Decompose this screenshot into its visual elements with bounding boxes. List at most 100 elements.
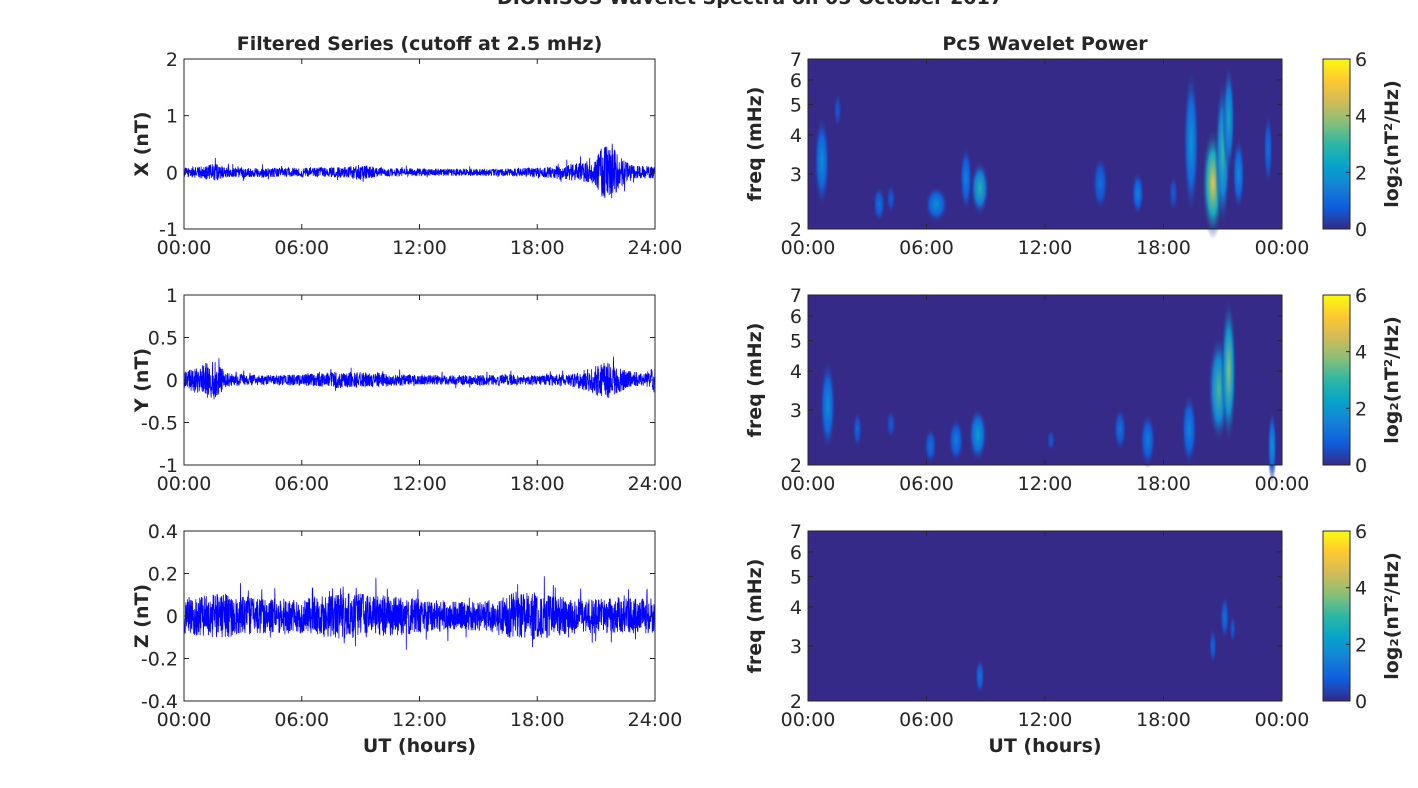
series-y-xtick-label: 06:00: [274, 473, 329, 495]
power-z-power-blob: [975, 657, 985, 695]
series-y-ylabel: Y (nT): [131, 348, 153, 413]
power-y-ytick-label: 4: [790, 361, 802, 383]
power-x-ytick-label: 5: [790, 95, 802, 117]
power-x-xtick-label: 06:00: [899, 237, 954, 259]
series-x-ytick-label: 1: [166, 106, 178, 128]
series-y-ytick-label: -0.5: [141, 413, 178, 435]
power-z-ytick-label: 7: [790, 521, 802, 543]
power-x-power-blob: [1263, 111, 1273, 187]
power-x-power-blob: [1131, 170, 1145, 216]
power-y-power-blob: [1046, 429, 1055, 452]
power-z-ytick-label: 2: [790, 691, 802, 713]
power-y-power-blob: [1139, 412, 1156, 469]
power-z-colorbar-tick-label: 2: [1355, 634, 1367, 656]
power-x-power-blob: [924, 185, 949, 223]
series-z-ylabel: Z (nT): [131, 584, 153, 648]
power-x-power-blob: [1183, 67, 1200, 217]
power-y-colorbar: [1322, 294, 1351, 466]
power-x-power-blob: [1232, 136, 1245, 212]
power-x-colorbar-tick-label: 0: [1355, 219, 1367, 241]
power-z-power-blob: [1219, 595, 1230, 640]
series-z-xtick-label: 00:00: [157, 709, 212, 731]
series-x-xtick-label: 18:00: [510, 237, 565, 259]
power-z-colorbar: [1322, 530, 1351, 702]
power-y-xtick-label: 18:00: [1136, 473, 1191, 495]
power-z-xlabel: UT (hours): [988, 735, 1101, 757]
power-y-power-blob: [924, 427, 937, 465]
series-y-xtick-label: 12:00: [392, 473, 447, 495]
power-y-power-blob: [819, 358, 836, 453]
power-x-xtick-label: 18:00: [1136, 237, 1191, 259]
series-z-ytick-label: 0: [166, 606, 178, 628]
power-z-xtick-label: 18:00: [1136, 709, 1191, 731]
power-y-ytick-label: 3: [790, 400, 802, 422]
power-x-colorbar-tick-label: 4: [1355, 106, 1367, 128]
power-x-power-blob: [813, 114, 830, 208]
series-z-xtick-label: 18:00: [510, 709, 565, 731]
series-z-xtick-label: 06:00: [274, 709, 329, 731]
power-z-xtick-label: 00:00: [781, 709, 836, 731]
power-y-ytick-label: 2: [790, 455, 802, 477]
power-y-colorbar-tick-label: 0: [1355, 455, 1367, 477]
power-y-power-blob: [1220, 296, 1237, 446]
series-x-ylabel: X (nT): [131, 111, 153, 176]
series-y-ytick-label: 0: [166, 370, 178, 392]
power-z-xtick-label: 06:00: [899, 709, 954, 731]
series-y-ytick-label: 0.5: [148, 328, 178, 350]
series-x-xtick-label: 06:00: [274, 237, 329, 259]
power-y-ytick-label: 7: [790, 285, 802, 307]
power-x-power-blob: [970, 160, 990, 217]
power-x-colorbar-label: log₂(nT²/Hz): [1381, 80, 1403, 208]
power-x-title: Pc5 Wavelet Power: [942, 33, 1148, 55]
series-x-xtick-label: 12:00: [392, 237, 447, 259]
series-x-ytick-label: -1: [159, 219, 178, 241]
power-x-ytick-label: 3: [790, 164, 802, 186]
series-y-ytick-label: 1: [166, 285, 178, 307]
series-y-xtick-label: 00:00: [157, 473, 212, 495]
power-z-ytick-label: 5: [790, 567, 802, 589]
power-y-power-blob: [1113, 406, 1127, 452]
series-y-panel: 00:00 06:00 12:00 18:00 24:00 -1 -0.5 0 0.5 1 Y (n…: [131, 285, 682, 495]
series-z-xtick-label: 24:00: [628, 709, 683, 731]
series-x-ytick-label: 2: [166, 49, 178, 71]
power-x-ytick-label: 4: [790, 125, 802, 147]
series-z-ytick-label: 0.2: [148, 564, 178, 586]
power-x-colorbar: [1322, 58, 1351, 230]
power-y-ytick-label: 5: [790, 331, 802, 353]
power-y-colorbar-label: log₂(nT²/Hz): [1381, 316, 1403, 444]
series-y-xtick-label: 18:00: [510, 473, 565, 495]
power-z-plot-area: [808, 531, 1282, 701]
power-y-xtick-label: 12:00: [1018, 473, 1073, 495]
series-y-xtick-label: 24:00: [628, 473, 683, 495]
power-y-power-blob: [968, 406, 988, 463]
figure-suptitle: DIONISOS Wavelet Spectra on 05 October 2…: [497, 0, 1003, 9]
power-y-xtick-label: 00:00: [781, 473, 836, 495]
series-x-xtick-label: 24:00: [628, 237, 683, 259]
series-x-ytick-label: 0: [166, 162, 178, 184]
power-x-power-blob: [959, 144, 973, 213]
power-x-power-blob: [886, 183, 896, 214]
series-z-xtick-label: 12:00: [392, 709, 447, 731]
series-x-title: Filtered Series (cutoff at 2.5 mHz): [237, 33, 603, 55]
power-x-xtick-label: 00:00: [1255, 237, 1310, 259]
series-z-ytick-label: 0.4: [148, 521, 178, 543]
power-z-ytick-label: 3: [790, 636, 802, 658]
series-z-trace: [184, 576, 655, 650]
series-z-ytick-label: -0.4: [141, 691, 178, 713]
power-x-power-blob: [872, 185, 886, 223]
power-x-ytick-label: 6: [790, 70, 802, 92]
power-z-power-blob: [1208, 627, 1217, 665]
power-z-colorbar-tick-label: 4: [1355, 578, 1367, 600]
power-y-colorbar-tick-label: 6: [1355, 285, 1367, 307]
series-y-ytick-label: -1: [159, 455, 178, 477]
power-z-ylabel: freq (mHz): [744, 559, 766, 674]
power-y-xtick-label: 06:00: [899, 473, 954, 495]
power-z-power-blob: [1229, 614, 1236, 644]
power-z-ytick-label: 6: [790, 542, 802, 564]
series-x-xtick-label: 00:00: [157, 237, 212, 259]
power-x-colorbar-tick-label: 2: [1355, 162, 1367, 184]
power-x-ytick-label: 2: [790, 219, 802, 241]
